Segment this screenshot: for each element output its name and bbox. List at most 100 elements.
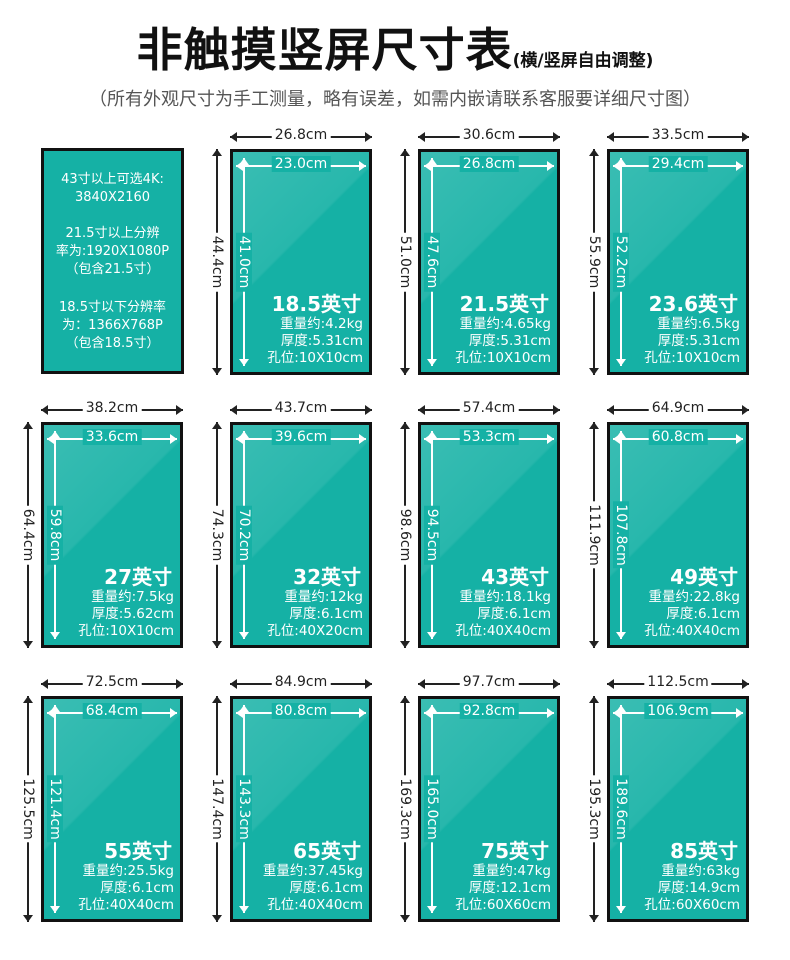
screen-gloss [421,699,557,919]
arrow-right-icon [547,434,554,444]
arrow-left-icon [607,132,614,142]
outer-height-dimension: 64.4cm [20,422,36,648]
arrow-right-icon [359,161,366,171]
arrow-down-icon [400,915,410,922]
arrow-down-icon [212,915,222,922]
arrow-right-icon [553,405,560,415]
arrow-down-icon [616,632,626,639]
arrow-down-icon [589,915,599,922]
inner-width-label: 80.8cm [271,703,331,719]
outer-width-label: 33.5cm [648,127,708,143]
arrow-up-icon [239,705,249,712]
note-line: （包含18.5寸） [65,336,160,351]
arrow-right-icon [553,679,560,689]
arrow-up-icon [589,422,599,429]
inner-height-dimension: 121.4cm [47,705,63,913]
arrow-left-icon [230,132,237,142]
outer-width-dimension: 30.6cm [418,127,560,145]
mount-holes-spec: 孔位:10X10cm [455,350,551,366]
arrow-up-icon [212,422,222,429]
outer-width-dimension: 26.8cm [230,127,372,145]
arrow-up-icon [239,158,249,165]
weight-spec: 重量约:4.65kg [459,316,552,332]
outer-width-label: 26.8cm [271,127,331,143]
screen-panel: 26.8cm 47.6cm 21.5英寸 重量约:4.65kg 厚度:5.31cm 孔位:… [418,149,560,375]
mount-holes-spec: 孔位:10X10cm [644,350,740,366]
arrow-left-icon [418,679,425,689]
outer-height-dimension: 55.9cm [586,149,602,375]
outer-width-dimension: 112.5cm [607,674,749,692]
inner-width-dimension: 53.3cm [424,429,554,447]
outer-width-label: 30.6cm [459,127,519,143]
mount-holes-spec: 孔位:60X60cm [644,897,740,913]
arrow-up-icon [23,422,33,429]
outer-height-label: 125.5cm [20,775,36,843]
arrow-down-icon [50,632,60,639]
inner-height-dimension: 165.0cm [424,705,440,913]
arrow-right-icon [359,434,366,444]
weight-spec: 重量约:25.5kg [82,863,175,879]
outer-height-label: 64.4cm [20,505,36,565]
inner-height-label: 41.0cm [236,232,252,292]
note-line: 3840X2160 [74,190,151,205]
arrow-down-icon [400,641,410,648]
weight-spec: 重量约:37.45kg [262,863,363,879]
arrow-down-icon [400,368,410,375]
arrow-up-icon [212,149,222,156]
arrow-right-icon [742,679,749,689]
arrow-up-icon [400,696,410,703]
outer-width-label: 57.4cm [459,400,519,416]
arrow-right-icon [170,434,177,444]
screen-unit: 30.6cm 51.0cm 26.8cm 47.6cm 21.5英寸 重量约:4.65kg… [397,127,567,379]
screen-unit: 64.9cm 111.9cm 60.8cm 107.8cm 49英寸 重量约:22.8kg… [586,400,756,652]
arrow-left-icon [418,132,425,142]
screen-size-label: 49英寸 [670,565,738,589]
inner-width-label: 33.6cm [82,429,142,445]
thickness-spec: 厚度:6.1cm [477,606,551,622]
arrow-down-icon [212,641,222,648]
arrow-right-icon [359,708,366,718]
inner-width-dimension: 80.8cm [236,703,366,721]
arrow-down-icon [589,641,599,648]
arrow-down-icon [427,632,437,639]
arrow-left-icon [236,434,243,444]
arrow-right-icon [170,708,177,718]
mount-holes-spec: 孔位:60X60cm [455,897,551,913]
thickness-spec: 厚度:5.31cm [468,333,551,349]
screen-panel: 53.3cm 94.5cm 43英寸 重量约:18.1kg 厚度:6.1cm 孔位:40X… [418,422,560,648]
arrow-up-icon [212,696,222,703]
screen-gloss [421,425,557,645]
screen-gloss [421,152,557,372]
inner-width-dimension: 68.4cm [47,703,177,721]
inner-height-label: 189.6cm [613,775,629,843]
outer-height-label: 98.6cm [397,505,413,565]
inner-height-label: 59.8cm [47,505,63,565]
note-line: 43寸以上可选4K: [61,172,164,187]
arrow-up-icon [427,705,437,712]
inner-height-dimension: 70.2cm [236,431,252,639]
inner-width-dimension: 39.6cm [236,429,366,447]
outer-height-dimension: 195.3cm [586,696,602,922]
screen-unit: 112.5cm 195.3cm 106.9cm 189.6cm 85英寸 重量约:63kg… [586,674,756,926]
arrow-left-icon [47,434,54,444]
arrow-down-icon [212,368,222,375]
arrow-up-icon [50,431,60,438]
inner-width-label: 29.4cm [648,156,708,172]
arrow-right-icon [547,161,554,171]
screen-size-label: 43英寸 [481,565,549,589]
arrow-right-icon [365,132,372,142]
screen-unit: 33.5cm 55.9cm 29.4cm 52.2cm 23.6英寸 重量约:6.5kg 厚… [586,127,756,379]
screen-unit: 26.8cm 44.4cm 23.0cm 41.0cm 18.5英寸 重量约:4.2kg 厚… [209,127,379,379]
screen-unit: 72.5cm 125.5cm 68.4cm 121.4cm 55英寸 重量约:25.5kg… [20,674,190,926]
screen-panel: 68.4cm 121.4cm 55英寸 重量约:25.5kg 厚度:6.1cm 孔位:40… [41,696,183,922]
outer-width-label: 97.7cm [459,674,519,690]
inner-height-label: 107.8cm [613,501,629,569]
thickness-spec: 厚度:6.1cm [100,880,174,896]
screen-unit: 38.2cm 64.4cm 33.6cm 59.8cm 27英寸 重量约:7.5kg 厚度:… [20,400,190,652]
arrow-up-icon [400,422,410,429]
inner-height-dimension: 59.8cm [47,431,63,639]
outer-height-label: 44.4cm [209,232,225,292]
screen-gloss [233,425,369,645]
mount-holes-spec: 孔位:40X40cm [267,897,363,913]
screen-size-label: 23.6英寸 [648,292,738,316]
